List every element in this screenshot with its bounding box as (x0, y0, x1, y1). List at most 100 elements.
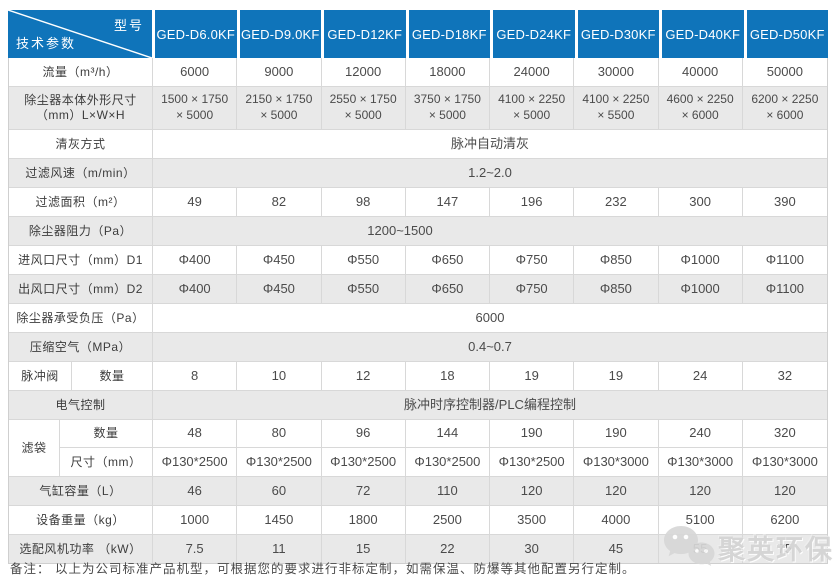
value-cell: 110 (406, 477, 490, 505)
value-cell: 4100 × 2250 × 5500 (574, 87, 659, 129)
table-row: 除尘器承受负压（Pa） 6000 (9, 304, 827, 333)
value-cell: 2500 (406, 506, 490, 534)
value-cell: 1000 (153, 506, 238, 534)
value-cell: Φ850 (574, 275, 659, 303)
value-cell: 12000 (322, 58, 406, 86)
row-label: 设备重量（kg） (9, 506, 153, 534)
span-value-cell: 1200~1500 (367, 222, 433, 238)
row-label: 过滤风速（m/min） (9, 159, 153, 187)
span-value-cell: 0.4~0.7 (468, 338, 512, 354)
value-cell: 24 (659, 362, 743, 390)
value-cell: 190 (574, 420, 659, 448)
value-cell: 18000 (406, 58, 490, 86)
value-cell: 60 (237, 477, 322, 505)
value-cell: 2550 × 1750 × 5000 (322, 87, 406, 129)
value-cell: Φ1100 (765, 280, 805, 296)
value-cell: 55 (659, 535, 743, 563)
row-label: 流量（m³/h） (9, 58, 153, 86)
row-label: 过滤面积（m²） (9, 188, 153, 216)
value-cell: 2150 × 1750 × 5000 (237, 87, 322, 129)
value-cell: 40000 (659, 58, 743, 86)
row-label: 气缸容量（L） (9, 477, 153, 505)
value-cell: 8 (153, 362, 238, 390)
value-cell: 144 (405, 420, 490, 448)
row-label: 除尘器承受负压（Pa） (9, 304, 153, 332)
value-cell: 22 (406, 535, 490, 563)
value-cell: 98 (322, 188, 406, 216)
value-cell: Φ130*3000 (659, 448, 743, 476)
value-cell: 6200 (770, 511, 800, 527)
value-cell: Φ550 (322, 246, 406, 274)
value-cell: 19 (490, 362, 575, 390)
sub-row-label: 尺寸（mm） (60, 448, 153, 476)
value-cell: 240 (658, 420, 743, 448)
model-header-cell: GED-D30KF (577, 10, 659, 58)
table-row-group: 滤袋 数量 48 80 96 144 190 190 240 320 尺寸（mm） Φ130*2500… (9, 420, 827, 477)
value-cell: 24000 (490, 58, 575, 86)
value-cell: Φ130*2500 (153, 448, 238, 476)
corner-model-label: 型号 (113, 18, 144, 33)
value-cell: 82 (237, 188, 322, 216)
table-row: 除尘器阻力（Pa） 1200~1500 (9, 217, 827, 246)
table-row: 流量（m³/h） 6000 9000 12000 18000 24000 30000 4000… (9, 58, 827, 87)
value-cell: Φ750 (490, 275, 575, 303)
span-value-cell: 脉冲时序控制器/PLC编程控制 (404, 396, 576, 412)
value-cell: 232 (574, 188, 659, 216)
model-header-cell: GED-D50KF (746, 10, 828, 58)
value-cell: 5100 (659, 506, 743, 534)
model-header-cell: GED-D18KF (408, 10, 490, 58)
value-cell: 12 (322, 362, 406, 390)
value-cell: Φ650 (406, 246, 490, 274)
row-label: 滤袋 (9, 420, 60, 476)
table-header-row: 型号 技术参数 GED-D6.0KF GED-D9.0KF GED-D12KF GED… (8, 10, 828, 58)
value-cell: Φ400 (153, 275, 238, 303)
table-row: 清灰方式 脉冲自动清灰 (9, 130, 827, 159)
value-cell: 4600 × 2250 × 6000 (659, 87, 743, 129)
value-cell: 30000 (574, 58, 659, 86)
span-value-cell: 脉冲自动清灰 (450, 135, 529, 151)
model-header-cell: GED-D40KF (662, 10, 744, 58)
spec-table-body: 流量（m³/h） 6000 9000 12000 18000 24000 30000 4000… (8, 58, 828, 564)
sub-row-label: 数量 (72, 362, 153, 390)
value-cell: 120 (490, 477, 575, 505)
corner-cell: 型号 技术参数 (8, 10, 152, 58)
corner-param-label: 技术参数 (16, 36, 77, 51)
value-cell: 147 (406, 188, 490, 216)
value-cell: 196 (490, 188, 575, 216)
spec-table: 型号 技术参数 GED-D6.0KF GED-D9.0KF GED-D12KF GED… (8, 10, 828, 564)
value-cell: 75 (777, 540, 793, 556)
remark-text: 备注： 以上为公司标准产品机型，可根据您的要求进行非标定制，如需保温、防爆等其他… (10, 562, 636, 576)
sub-row-label: 数量 (60, 420, 153, 448)
value-cell: 18 (406, 362, 490, 390)
value-cell: 9000 (237, 58, 322, 86)
value-cell: 10 (237, 362, 322, 390)
value-cell: 96 (321, 420, 406, 448)
value-cell: Φ130*2500 (406, 448, 490, 476)
value-cell: 1500 × 1750 × 5000 (153, 87, 238, 129)
row-label: 进风口尺寸（mm）D1 (9, 246, 153, 274)
row-label: 电气控制 (9, 391, 153, 419)
row-label: 清灰方式 (9, 130, 153, 158)
value-cell: 80 (237, 420, 322, 448)
table-row: 设备重量（kg） 1000 1450 1800 2500 3500 4000 5100 6200 (9, 506, 827, 535)
table-row: 过滤风速（m/min） 1.2~2.0 (9, 159, 827, 188)
value-cell: Φ130*2500 (490, 448, 575, 476)
row-label: 出风口尺寸（mm）D2 (9, 275, 153, 303)
model-header-cell: GED-D12KF (324, 10, 406, 58)
value-cell: 1800 (322, 506, 406, 534)
value-cell: 1450 (237, 506, 322, 534)
row-label: 除尘器本体外形尺寸 （mm）L×W×H (9, 87, 153, 129)
value-cell: 19 (574, 362, 659, 390)
value-cell: 320 (742, 420, 827, 448)
value-cell: 120 (774, 482, 796, 498)
value-cell: Φ550 (322, 275, 406, 303)
table-row: 气缸容量（L） 46 60 72 110 120 120 120 120 (9, 477, 827, 506)
row-label: 脉冲阀 (9, 362, 72, 390)
value-cell: 120 (574, 477, 659, 505)
value-cell: 3500 (490, 506, 575, 534)
model-header-cell: GED-D9.0KF (239, 10, 321, 58)
value-cell: 6000 (153, 58, 238, 86)
value-cell: 300 (659, 188, 743, 216)
value-cell: Φ400 (153, 246, 238, 274)
value-cell: Φ130*3000 (574, 448, 659, 476)
